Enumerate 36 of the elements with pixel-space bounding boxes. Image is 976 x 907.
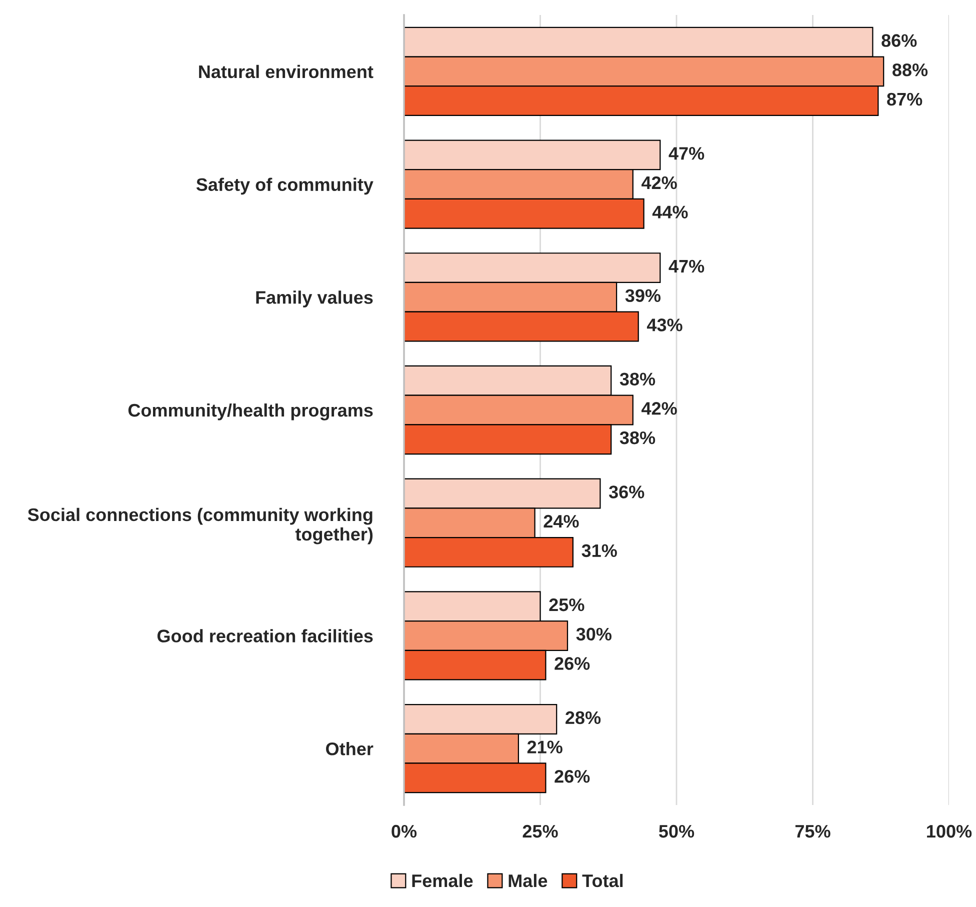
data-label: 31% (582, 544, 617, 558)
data-label: 42% (642, 176, 677, 190)
legend-label: Total (582, 874, 623, 888)
data-label: 24% (544, 514, 579, 528)
legend-label: Male (508, 874, 548, 888)
data-label: 86% (882, 34, 917, 47)
x-tick-label: 100% (927, 824, 972, 838)
data-label: 26% (554, 657, 590, 670)
data-label: 47% (668, 260, 704, 273)
x-tick-label: 0% (392, 824, 417, 838)
y-tick-label: Other (326, 742, 374, 756)
data-label: 88% (892, 63, 928, 76)
x-tick-label: 75% (795, 824, 830, 838)
data-label: 42% (642, 402, 677, 415)
data-label: 26% (554, 770, 590, 783)
data-label: 44% (652, 206, 688, 218)
y-tick-label: Community/health programs (128, 403, 373, 420)
y-tick-label: Family values (256, 290, 373, 308)
data-label: 38% (620, 372, 656, 386)
data-label: 87% (887, 92, 922, 106)
x-tick-label: 25% (522, 824, 558, 838)
y-tick-label: Safety of community (196, 178, 374, 195)
legend-label: Female (412, 874, 473, 888)
data-label: 28% (566, 711, 601, 724)
data-label: 47% (668, 147, 704, 160)
data-label: 39% (625, 289, 661, 302)
y-tick-label: Good recreation facilities (157, 629, 373, 642)
data-label: 43% (646, 318, 682, 332)
data-label: 38% (620, 431, 656, 444)
data-label: 21% (527, 740, 562, 754)
data-label: 25% (549, 598, 584, 612)
y-tick-label: Natural environment (199, 64, 374, 78)
data-label: 36% (608, 486, 644, 498)
x-tick-label: 50% (658, 824, 694, 838)
data-label: 30% (576, 628, 612, 641)
y-tick-label: Social connections (community working together) (28, 508, 373, 544)
